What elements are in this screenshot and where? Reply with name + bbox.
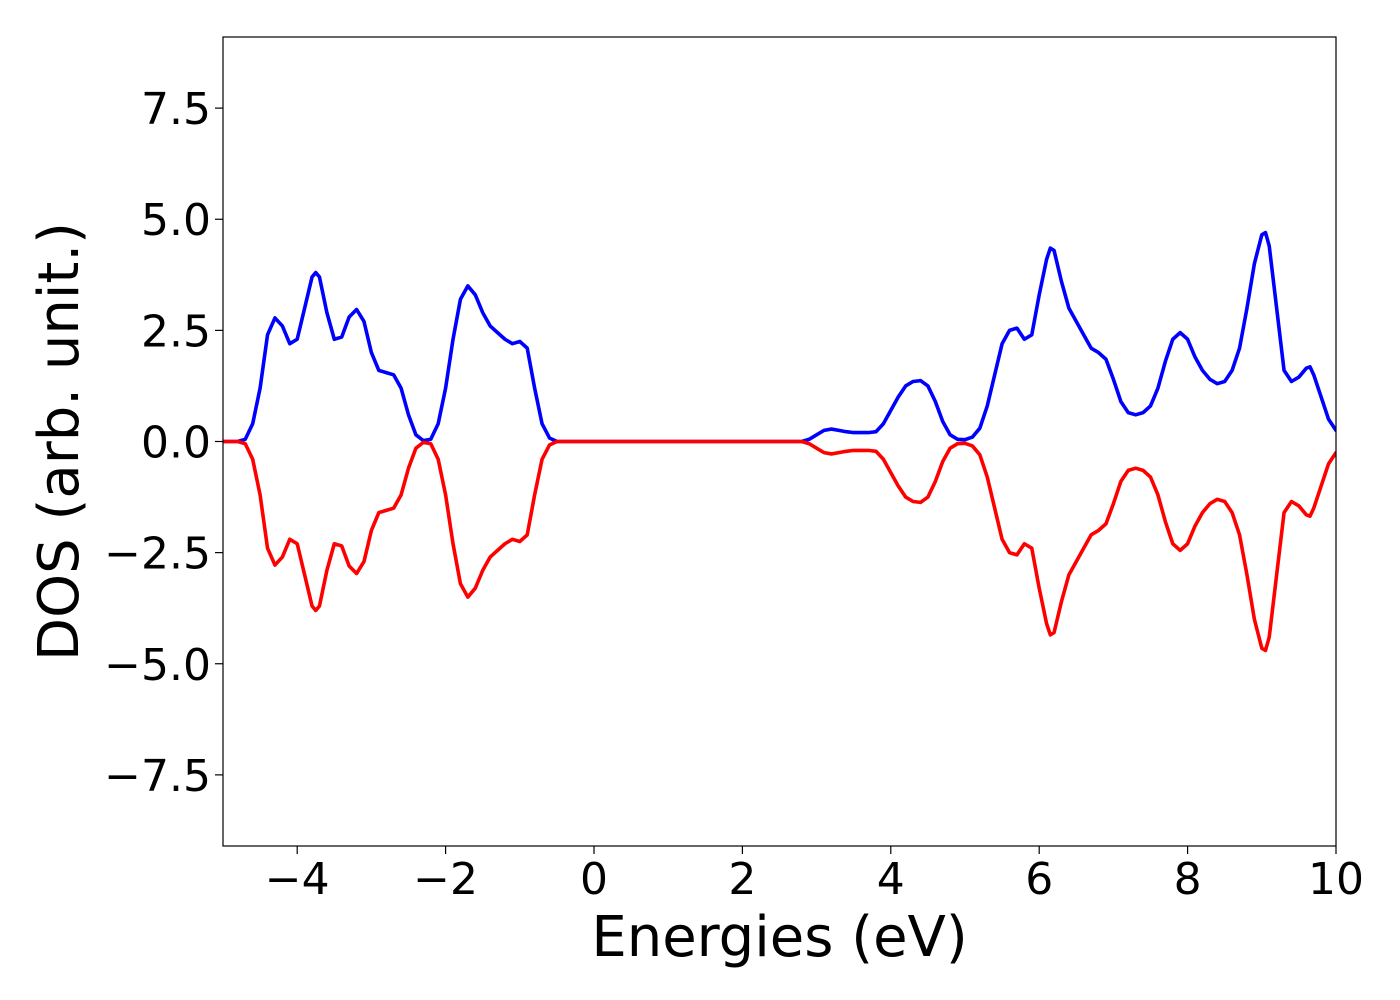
x-tick-label: 0 (580, 854, 608, 905)
y-tick-label: 2.5 (141, 306, 211, 357)
x-tick-label: 2 (728, 854, 756, 905)
x-tick-label: −4 (265, 854, 330, 905)
dos-series-line-1 (223, 230, 1336, 444)
y-tick-label: 0.0 (141, 418, 211, 469)
dos-series-line-2 (223, 439, 1336, 653)
y-tick-label: −5.0 (104, 640, 211, 691)
x-tick-label: 10 (1308, 854, 1364, 905)
x-tick-label: −2 (413, 854, 478, 905)
x-axis: −4 −2 0 2 4 6 8 10 (265, 846, 1364, 905)
series-layer (223, 230, 1336, 653)
plot-area (222, 36, 1337, 847)
x-axis-label: Energies (eV) (591, 905, 967, 970)
y-axis: −7.5 −5.0 −2.5 0.0 2.5 5.0 7.5 (104, 84, 223, 802)
y-tick-label: −2.5 (104, 529, 211, 580)
y-tick-label: 7.5 (141, 84, 211, 135)
x-tick-label: 6 (1025, 854, 1053, 905)
x-tick-label: 8 (1174, 854, 1202, 905)
y-axis-label: DOS (arb. unit.) (27, 222, 92, 661)
y-tick-label: 5.0 (141, 195, 211, 246)
y-tick-label: −7.5 (104, 751, 211, 802)
x-tick-label: 4 (877, 854, 905, 905)
